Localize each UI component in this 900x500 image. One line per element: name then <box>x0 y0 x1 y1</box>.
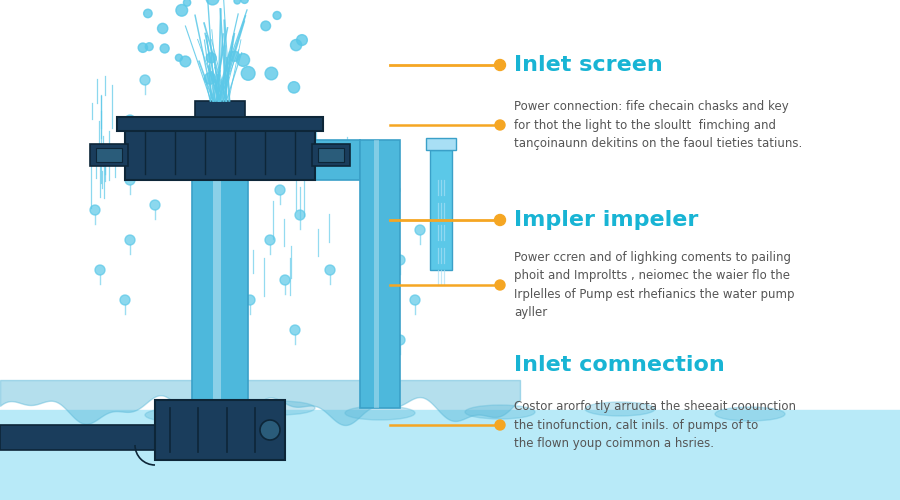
Circle shape <box>144 9 152 18</box>
Circle shape <box>260 420 280 440</box>
Bar <box>360 140 400 408</box>
Bar <box>430 150 452 270</box>
Ellipse shape <box>245 401 315 415</box>
Bar <box>248 140 360 180</box>
Bar <box>312 144 350 166</box>
Circle shape <box>261 21 271 30</box>
Circle shape <box>255 125 265 135</box>
Circle shape <box>415 225 425 235</box>
Circle shape <box>275 185 285 195</box>
Circle shape <box>494 214 506 226</box>
Circle shape <box>176 4 187 16</box>
Circle shape <box>237 54 249 66</box>
Circle shape <box>206 53 216 63</box>
Circle shape <box>184 0 191 6</box>
Bar <box>195 101 245 117</box>
Circle shape <box>158 24 167 34</box>
Circle shape <box>297 34 307 46</box>
Circle shape <box>125 175 135 185</box>
Ellipse shape <box>465 405 535 419</box>
Bar <box>318 148 344 162</box>
Bar <box>0 425 155 450</box>
Circle shape <box>266 67 278 80</box>
Circle shape <box>176 54 183 61</box>
Circle shape <box>206 0 219 5</box>
Bar <box>426 138 456 150</box>
Circle shape <box>145 42 153 50</box>
Bar <box>117 117 323 131</box>
Circle shape <box>241 0 248 4</box>
Text: Costor arorfo tly arructa the sheeait coounction
the tinofunction, calt inils. o: Costor arorfo tly arructa the sheeait co… <box>514 400 796 450</box>
Circle shape <box>140 75 150 85</box>
Circle shape <box>390 185 400 195</box>
Circle shape <box>180 56 191 67</box>
Circle shape <box>160 44 169 53</box>
Circle shape <box>120 295 130 305</box>
Circle shape <box>204 72 216 84</box>
Circle shape <box>273 12 281 20</box>
Circle shape <box>291 40 302 50</box>
Circle shape <box>90 205 100 215</box>
Circle shape <box>230 51 239 62</box>
Circle shape <box>325 265 335 275</box>
Circle shape <box>155 135 165 145</box>
Bar <box>155 400 285 460</box>
Bar <box>125 125 315 180</box>
Circle shape <box>410 295 420 305</box>
Bar <box>213 155 221 408</box>
Circle shape <box>245 295 255 305</box>
Bar <box>90 144 128 166</box>
Circle shape <box>495 120 505 130</box>
Bar <box>192 155 248 408</box>
Text: Impler impeler: Impler impeler <box>514 210 698 230</box>
Circle shape <box>290 325 300 335</box>
Ellipse shape <box>715 407 785 421</box>
Circle shape <box>395 335 405 345</box>
Circle shape <box>265 235 275 245</box>
Circle shape <box>495 420 505 430</box>
Circle shape <box>95 265 105 275</box>
Circle shape <box>125 115 135 125</box>
Ellipse shape <box>145 408 215 422</box>
Circle shape <box>288 82 300 93</box>
Circle shape <box>280 275 290 285</box>
Circle shape <box>100 155 110 165</box>
Text: Inlet comnection: Inlet comnection <box>514 355 724 375</box>
Circle shape <box>395 255 405 265</box>
Text: Power connection: fife checain chasks and key
for thot the light to the sloultt : Power connection: fife checain chasks an… <box>514 100 802 150</box>
Circle shape <box>295 210 305 220</box>
Text: Inlet screen: Inlet screen <box>514 55 662 75</box>
Ellipse shape <box>585 402 655 416</box>
Circle shape <box>494 60 506 70</box>
Text: Power ccren and of lighking coments to pailing
phoit and Improltts , neiomec the: Power ccren and of lighking coments to p… <box>514 251 795 320</box>
Circle shape <box>234 0 240 4</box>
Bar <box>374 140 379 408</box>
Ellipse shape <box>345 406 415 420</box>
Circle shape <box>241 66 255 80</box>
Circle shape <box>139 43 148 52</box>
Circle shape <box>125 235 135 245</box>
Circle shape <box>495 280 505 290</box>
Bar <box>96 148 122 162</box>
Circle shape <box>150 200 160 210</box>
